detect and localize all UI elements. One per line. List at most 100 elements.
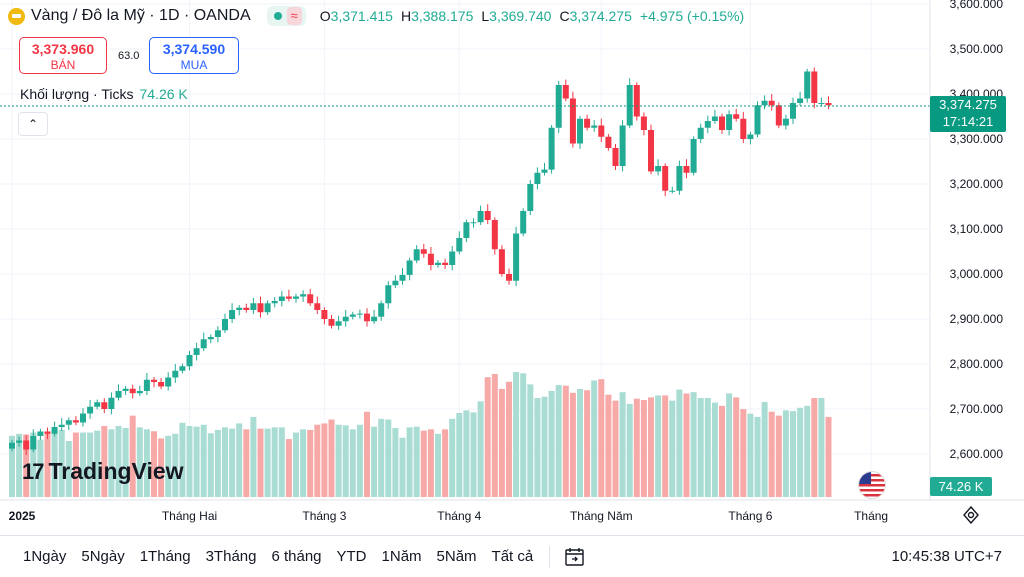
volume-bar — [222, 427, 228, 497]
candle-body — [58, 424, 65, 427]
tradingview-logo[interactable]: 17 TradingView — [22, 458, 184, 485]
collapse-legend-button[interactable]: ⌃ — [18, 112, 48, 136]
volume-bar — [676, 389, 683, 497]
candle-body — [172, 370, 179, 378]
price-tick-label: 3,300.000 — [950, 132, 1004, 146]
volume-bar — [385, 419, 392, 497]
candle-body — [271, 301, 278, 304]
candle-body — [633, 85, 640, 117]
candle-body — [598, 125, 605, 137]
candle-body — [520, 211, 527, 234]
candle-body — [555, 85, 562, 128]
volume-bar — [37, 439, 44, 497]
candle-body — [23, 440, 30, 450]
volume-bar — [726, 393, 733, 497]
range-3m[interactable]: 3Tháng — [205, 548, 257, 565]
candle-body — [534, 172, 541, 184]
volume-legend[interactable]: Khối lượng · Ticks 74.26 K — [20, 86, 188, 102]
candle-body — [704, 121, 711, 128]
symbol-title[interactable]: Vàng / Đô la Mỹ · 1D · OANDA — [31, 7, 251, 24]
volume-bar — [754, 416, 761, 497]
time-tick-label: 2025 — [9, 509, 36, 523]
volume-legend-value: 74.26 K — [139, 86, 188, 102]
buy-button[interactable]: 3,374.590 MUA — [149, 37, 239, 74]
sell-button[interactable]: 3,373.960 BÁN — [19, 37, 107, 74]
range-1m[interactable]: 1Tháng — [139, 548, 191, 565]
candle-body — [44, 431, 51, 434]
volume-bar — [669, 400, 676, 497]
volume-bar — [711, 402, 718, 497]
candle-body — [72, 420, 79, 423]
candle-body — [143, 379, 150, 391]
candle-body — [200, 339, 207, 349]
volume-bar — [747, 413, 754, 497]
candle-body — [420, 249, 427, 254]
volume-bar — [94, 430, 101, 497]
clock-timezone[interactable]: 10:45:38 UTC+7 — [891, 548, 1003, 565]
volume-bar — [371, 426, 378, 497]
range-5y[interactable]: 5Năm — [436, 548, 477, 565]
market-status-pill[interactable]: ≈ — [266, 6, 306, 26]
volume-bar — [72, 432, 79, 497]
candle-body — [158, 382, 165, 387]
candle-body — [16, 440, 23, 443]
chevron-up-icon: ⌃ — [27, 117, 39, 131]
volume-bar — [648, 397, 654, 497]
volume-bar — [44, 432, 51, 497]
candle-body — [683, 166, 690, 173]
range-all[interactable]: Tất cả — [491, 548, 534, 565]
volume-bar — [342, 425, 349, 497]
candle-body — [65, 420, 72, 425]
volume-bar — [399, 437, 406, 497]
price-axis[interactable]: 3,600.0003,500.0003,400.0003,300.0003,20… — [950, 0, 1004, 461]
candle-body — [193, 348, 200, 355]
low-label: L — [481, 8, 490, 24]
volume-bar — [406, 427, 413, 497]
volume-bar — [9, 435, 15, 497]
volume-bar — [577, 388, 583, 497]
candle-body — [804, 71, 811, 99]
volume-bar — [633, 398, 640, 497]
volume-bar — [775, 415, 782, 497]
volume-bar — [584, 390, 591, 497]
calendar-goto-icon[interactable] — [564, 546, 586, 568]
time-tick-label: Tháng Năm — [570, 509, 633, 523]
range-ytd[interactable]: YTD — [336, 548, 367, 565]
volume-bar — [562, 385, 569, 497]
candle-body — [257, 303, 264, 313]
volume-bar — [541, 396, 548, 497]
range-1y[interactable]: 1Năm — [381, 548, 422, 565]
volume-bar — [321, 423, 328, 497]
volume-bar — [655, 395, 662, 497]
candle-body — [207, 337, 214, 340]
candlestick-chart[interactable]: 3,600.0003,500.0003,400.0003,300.0003,20… — [0, 0, 1024, 535]
range-5d[interactable]: 5Ngày — [81, 548, 125, 565]
bottom-toolbar: 1Ngày 5Ngày 1Tháng 3Tháng 6 tháng YTD 1N… — [0, 535, 1024, 577]
candle-body — [151, 379, 157, 382]
low-value: 3,369.740 — [489, 8, 552, 24]
candle-body — [754, 105, 761, 135]
volume-bar — [328, 419, 335, 497]
range-6m[interactable]: 6 tháng — [271, 548, 322, 565]
candle-body — [669, 190, 676, 192]
tradingview-mark-icon: 17 — [22, 458, 45, 484]
range-1d[interactable]: 1Ngày — [23, 548, 67, 565]
candle-body — [825, 103, 832, 106]
bar-countdown: 17:14:21 — [942, 114, 994, 129]
candle-body — [385, 285, 392, 304]
volume-bar — [797, 407, 804, 497]
volume-bar — [115, 426, 122, 497]
volume-bar — [136, 427, 143, 497]
candle-body — [747, 134, 754, 139]
time-axis[interactable]: 2025 Tháng Hai Tháng 3 Tháng 4 Tháng Năm Thán… — [9, 509, 888, 523]
volume-bar — [704, 398, 711, 497]
axis-settings-icon[interactable] — [962, 506, 980, 524]
candle-body — [364, 313, 370, 322]
volume-bar — [101, 426, 108, 497]
candle-body — [37, 431, 44, 436]
volume-bar — [172, 433, 179, 497]
price-tick-label: 2,600.000 — [950, 447, 1004, 461]
candle-body — [179, 366, 186, 371]
high-label: H — [400, 8, 412, 24]
volume-bar — [690, 392, 697, 497]
